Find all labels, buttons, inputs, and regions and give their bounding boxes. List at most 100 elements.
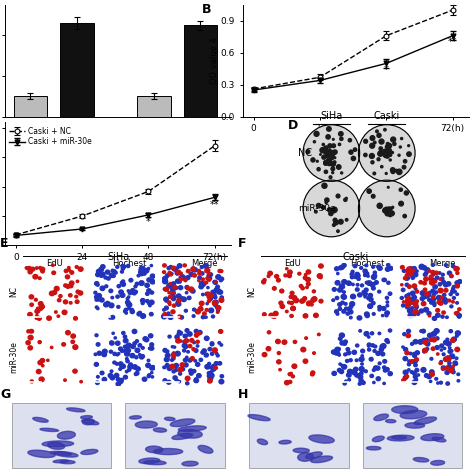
Circle shape bbox=[324, 160, 328, 165]
Ellipse shape bbox=[414, 417, 437, 425]
Ellipse shape bbox=[311, 456, 333, 463]
Ellipse shape bbox=[257, 439, 267, 445]
Circle shape bbox=[327, 158, 331, 163]
Circle shape bbox=[358, 180, 415, 237]
Text: *: * bbox=[384, 65, 389, 75]
Circle shape bbox=[332, 172, 334, 173]
Circle shape bbox=[383, 149, 387, 154]
Circle shape bbox=[386, 153, 388, 155]
Bar bbox=[184, 25, 217, 117]
Ellipse shape bbox=[178, 429, 202, 438]
Circle shape bbox=[324, 170, 328, 173]
Bar bbox=[137, 96, 171, 117]
Circle shape bbox=[311, 158, 315, 162]
Ellipse shape bbox=[67, 408, 85, 412]
Ellipse shape bbox=[40, 428, 58, 431]
Text: miR-30e: miR-30e bbox=[9, 341, 18, 373]
Circle shape bbox=[385, 211, 390, 216]
Circle shape bbox=[385, 173, 387, 174]
Circle shape bbox=[399, 188, 402, 191]
Y-axis label: OD value 4: OD value 4 bbox=[210, 37, 219, 84]
Text: D: D bbox=[288, 118, 299, 132]
Ellipse shape bbox=[172, 434, 192, 439]
Circle shape bbox=[392, 152, 393, 154]
Circle shape bbox=[390, 151, 392, 153]
Circle shape bbox=[383, 208, 388, 213]
Circle shape bbox=[326, 150, 329, 154]
Circle shape bbox=[338, 143, 341, 146]
Text: H: H bbox=[238, 388, 248, 401]
Ellipse shape bbox=[60, 461, 75, 464]
Ellipse shape bbox=[164, 417, 175, 420]
Circle shape bbox=[331, 209, 336, 213]
Circle shape bbox=[320, 147, 325, 153]
Ellipse shape bbox=[366, 447, 381, 450]
Circle shape bbox=[328, 153, 333, 158]
Ellipse shape bbox=[170, 419, 195, 427]
Circle shape bbox=[403, 214, 406, 218]
Circle shape bbox=[328, 208, 331, 212]
Circle shape bbox=[329, 176, 332, 179]
Circle shape bbox=[364, 153, 367, 156]
Circle shape bbox=[387, 186, 389, 188]
Circle shape bbox=[327, 154, 329, 155]
Circle shape bbox=[370, 136, 375, 140]
Circle shape bbox=[326, 135, 330, 139]
Circle shape bbox=[384, 151, 387, 154]
Text: Caski: Caski bbox=[374, 111, 400, 121]
Ellipse shape bbox=[400, 410, 427, 419]
Circle shape bbox=[329, 211, 333, 216]
Circle shape bbox=[323, 151, 326, 153]
Bar bbox=[125, 403, 225, 468]
Circle shape bbox=[390, 211, 394, 216]
Circle shape bbox=[371, 161, 374, 164]
Ellipse shape bbox=[135, 421, 157, 428]
Circle shape bbox=[330, 156, 334, 159]
Circle shape bbox=[385, 207, 388, 210]
Circle shape bbox=[407, 152, 411, 156]
Circle shape bbox=[329, 150, 331, 152]
Circle shape bbox=[333, 150, 337, 154]
Circle shape bbox=[334, 220, 338, 225]
Circle shape bbox=[384, 154, 386, 156]
Ellipse shape bbox=[54, 452, 78, 457]
Circle shape bbox=[325, 198, 329, 202]
Ellipse shape bbox=[144, 461, 166, 465]
Circle shape bbox=[388, 150, 389, 152]
Circle shape bbox=[327, 152, 331, 156]
Circle shape bbox=[330, 154, 333, 157]
Circle shape bbox=[401, 137, 403, 140]
Circle shape bbox=[325, 201, 327, 204]
Circle shape bbox=[380, 150, 382, 153]
Ellipse shape bbox=[432, 437, 446, 442]
Circle shape bbox=[383, 128, 386, 131]
Ellipse shape bbox=[279, 440, 291, 444]
Circle shape bbox=[377, 133, 381, 137]
Circle shape bbox=[374, 141, 376, 144]
Circle shape bbox=[332, 144, 336, 147]
Bar bbox=[363, 403, 463, 468]
Ellipse shape bbox=[154, 448, 182, 455]
Circle shape bbox=[303, 180, 360, 237]
Circle shape bbox=[330, 162, 336, 166]
Circle shape bbox=[351, 156, 356, 161]
Text: SiHa: SiHa bbox=[320, 111, 342, 121]
Text: Caski: Caski bbox=[343, 253, 369, 263]
Circle shape bbox=[385, 209, 387, 210]
Circle shape bbox=[389, 154, 392, 156]
Circle shape bbox=[322, 155, 326, 159]
Bar bbox=[249, 403, 349, 468]
Circle shape bbox=[336, 194, 340, 198]
Circle shape bbox=[377, 158, 380, 161]
Ellipse shape bbox=[306, 452, 322, 459]
Ellipse shape bbox=[431, 460, 445, 465]
Circle shape bbox=[389, 213, 392, 217]
Circle shape bbox=[387, 144, 392, 148]
Circle shape bbox=[332, 224, 335, 227]
Ellipse shape bbox=[82, 419, 94, 425]
Circle shape bbox=[332, 207, 337, 212]
Circle shape bbox=[338, 219, 343, 224]
Circle shape bbox=[344, 198, 347, 201]
Circle shape bbox=[402, 165, 406, 169]
Circle shape bbox=[408, 145, 410, 146]
